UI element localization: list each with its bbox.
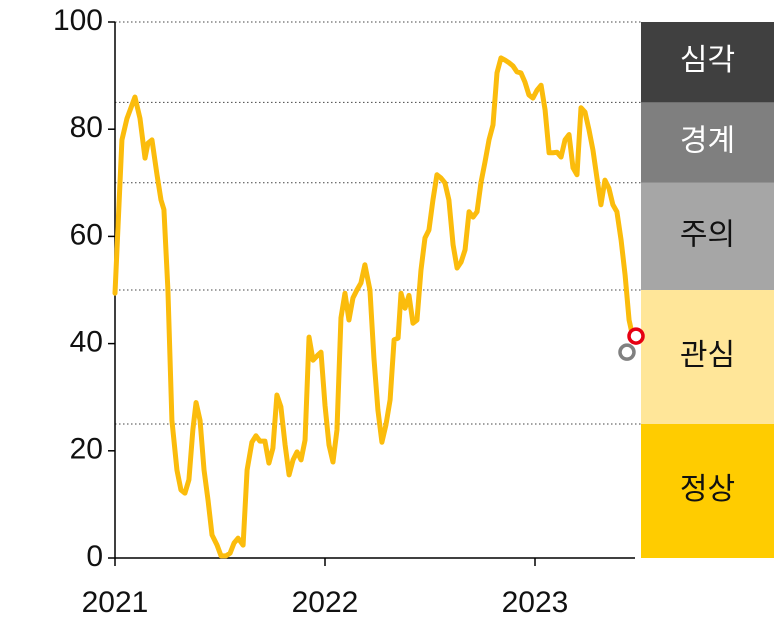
y-tick-label: 20 xyxy=(70,433,103,466)
level-band xyxy=(641,290,774,424)
y-tick-label: 0 xyxy=(86,540,103,573)
level-band xyxy=(641,182,774,290)
level-label: 주의 xyxy=(680,218,735,251)
level-band xyxy=(641,424,774,558)
highlight-point xyxy=(627,327,645,345)
level-label: 경계 xyxy=(680,125,735,158)
level-band xyxy=(641,22,774,103)
data-line xyxy=(112,55,636,559)
x-tick-label: 2021 xyxy=(82,586,149,619)
x-tick-label: 2023 xyxy=(502,586,569,619)
y-tick-label: 80 xyxy=(70,111,103,144)
level-label: 정상 xyxy=(680,473,735,506)
highlight-point xyxy=(618,343,636,361)
y-tick-label: 100 xyxy=(53,4,103,37)
y-tick-label: 60 xyxy=(70,218,103,251)
level-label: 관심 xyxy=(680,339,735,372)
x-tick-label: 2022 xyxy=(292,586,359,619)
level-band xyxy=(641,102,774,183)
y-tick-label: 40 xyxy=(70,326,103,359)
level-label: 심각 xyxy=(680,44,735,77)
